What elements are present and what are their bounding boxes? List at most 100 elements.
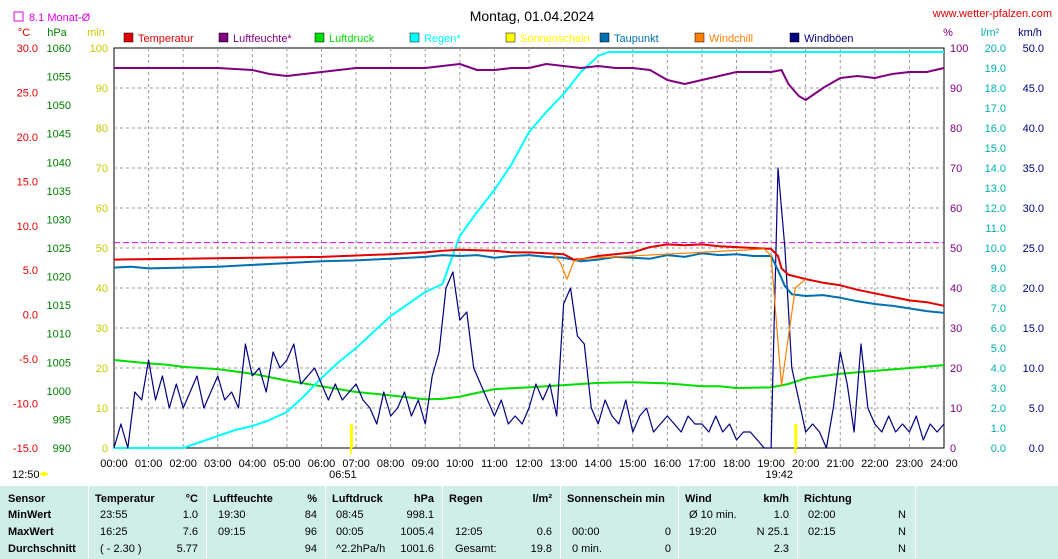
legend-label: Luftdruck (329, 33, 375, 45)
stats-cell: 5.77 (176, 543, 198, 555)
wind-tick-label: 25.0 (1023, 243, 1044, 255)
stats-row-label: Durchschnitt (8, 543, 76, 555)
x-tick-label: 13:00 (550, 458, 578, 470)
unit-pressure: hPa (47, 27, 67, 39)
pressure-tick-label: 1040 (47, 157, 71, 169)
rain-tick-label: 6.0 (991, 323, 1006, 335)
temp-tick-label: -15.0 (13, 443, 38, 455)
rain-tick-label: 15.0 (985, 143, 1006, 155)
wind-tick-label: 45.0 (1023, 83, 1044, 95)
legend-label: Regen* (424, 33, 461, 45)
wind-tick-label: 20.0 (1023, 283, 1044, 295)
unit-temp: °C (18, 27, 30, 39)
series-temperatur (113, 243, 945, 307)
rain-tick-label: 1.0 (991, 423, 1006, 435)
x-tick-label: 06:00 (308, 458, 336, 470)
series-windchill (552, 248, 807, 387)
stats-divider (915, 486, 916, 559)
humidity-tick-label: 70 (950, 163, 962, 175)
stats-cell: 19:30 (218, 509, 246, 521)
legend-swatch (409, 32, 420, 43)
legend-swatch (694, 32, 705, 43)
sunrise-time: 06:51 (329, 469, 357, 481)
stats-header: °C (185, 493, 198, 505)
sun-tick-label: 40 (96, 283, 108, 295)
stats-cell: 96 (304, 526, 317, 538)
x-tick-label: 00:00 (100, 458, 128, 470)
stats-cell: 02:00 (808, 509, 836, 521)
rain-tick-label: 13.0 (985, 183, 1006, 195)
stats-cell: 2.3 (773, 543, 789, 555)
humidity-tick-label: 60 (950, 203, 962, 215)
x-tick-label: 03:00 (204, 458, 232, 470)
x-tick-label: 05:00 (273, 458, 301, 470)
stats-cell: 19:20 (689, 526, 717, 538)
unit-rain: l/m² (981, 27, 1000, 39)
x-tick-label: 14:00 (584, 458, 612, 470)
rain-tick-label: 5.0 (991, 343, 1006, 355)
x-tick-label: 07:00 (342, 458, 370, 470)
rain-tick-label: 0.0 (991, 443, 1006, 455)
temp-tick-label: -5.0 (19, 354, 38, 366)
sunshine-bar (349, 424, 353, 448)
stats-cell: 0.6 (536, 526, 552, 538)
stats-cell: 1.0 (182, 509, 198, 521)
pressure-tick-label: 1025 (47, 243, 71, 255)
series-windben (113, 167, 945, 449)
rain-tick-label: 7.0 (991, 303, 1006, 315)
stats-cell: 998.1 (406, 509, 434, 521)
wind-tick-label: 15.0 (1023, 323, 1044, 335)
x-tick-label: 01:00 (135, 458, 163, 470)
x-tick-label: 19:00 (757, 458, 785, 470)
wind-tick-label: 5.0 (1029, 403, 1044, 415)
humidity-tick-label: 80 (950, 123, 962, 135)
humidity-tick-label: 20 (950, 363, 962, 375)
rain-tick-label: 16.0 (985, 123, 1006, 135)
stats-cell: ^2.2hPa/h (336, 543, 386, 555)
stats-header: km/h (763, 493, 789, 505)
humidity-tick-label: 10 (950, 403, 962, 415)
unit-humidity: % (943, 27, 953, 39)
stats-header: Luftdruck (332, 493, 383, 505)
x-tick-label: 21:00 (826, 458, 854, 470)
stats-cell: Gesamt: (455, 543, 497, 555)
stats-divider (797, 486, 798, 559)
legend-swatch (123, 32, 134, 43)
stats-row-label: MinWert (8, 509, 52, 521)
pressure-tick-label: 1005 (47, 357, 71, 369)
sun-tick-label: 60 (96, 203, 108, 215)
wind-tick-label: 40.0 (1023, 123, 1044, 135)
stats-cell: 00:05 (336, 526, 364, 538)
sunset-marker (794, 448, 797, 454)
stats-cell: 12:05 (455, 526, 483, 538)
pressure-tick-label: 1015 (47, 300, 71, 312)
stats-cell: 0 (664, 526, 671, 538)
stats-header: Wind (685, 493, 712, 505)
x-tick-label: 09:00 (411, 458, 439, 470)
stats-cell: 84 (304, 509, 317, 521)
chart-footer: 12:50 06:51 19:42 (12, 448, 797, 481)
pressure-tick-label: 1000 (47, 386, 71, 398)
sun-tick-label: 0 (102, 443, 108, 455)
rain-tick-label: 12.0 (985, 203, 1006, 215)
x-tick-label: 10:00 (446, 458, 474, 470)
legend-swatch (218, 32, 229, 43)
temp-tick-label: 20.0 (17, 132, 38, 144)
x-tick-label: 17:00 (688, 458, 716, 470)
series-luftdruck (113, 359, 945, 401)
series-regen (114, 51, 944, 449)
legend-label: Windchill (709, 33, 753, 45)
site-link[interactable]: www.wetter-pfalzen.com (932, 8, 1052, 20)
x-tick-label: 04:00 (239, 458, 267, 470)
stats-cell: 09:15 (218, 526, 246, 538)
stats-cell: 94 (304, 543, 317, 555)
weather-chart: Montag, 01.04.2024 www.wetter-pfalzen.co… (12, 8, 1052, 481)
stats-table: Sensor Temperatur °C Luftfeuchte% Luftdruck h… (0, 486, 1058, 559)
pressure-tick-label: 1030 (47, 214, 71, 226)
series-luftfeuchte (114, 63, 945, 101)
pressure-tick-label: 1035 (47, 186, 71, 198)
sun-tick-label: 80 (96, 123, 108, 135)
chart-title: Montag, 01.04.2024 (470, 8, 595, 24)
stats-header: hPa (413, 493, 434, 505)
sun-tick-label: 30 (96, 323, 108, 335)
